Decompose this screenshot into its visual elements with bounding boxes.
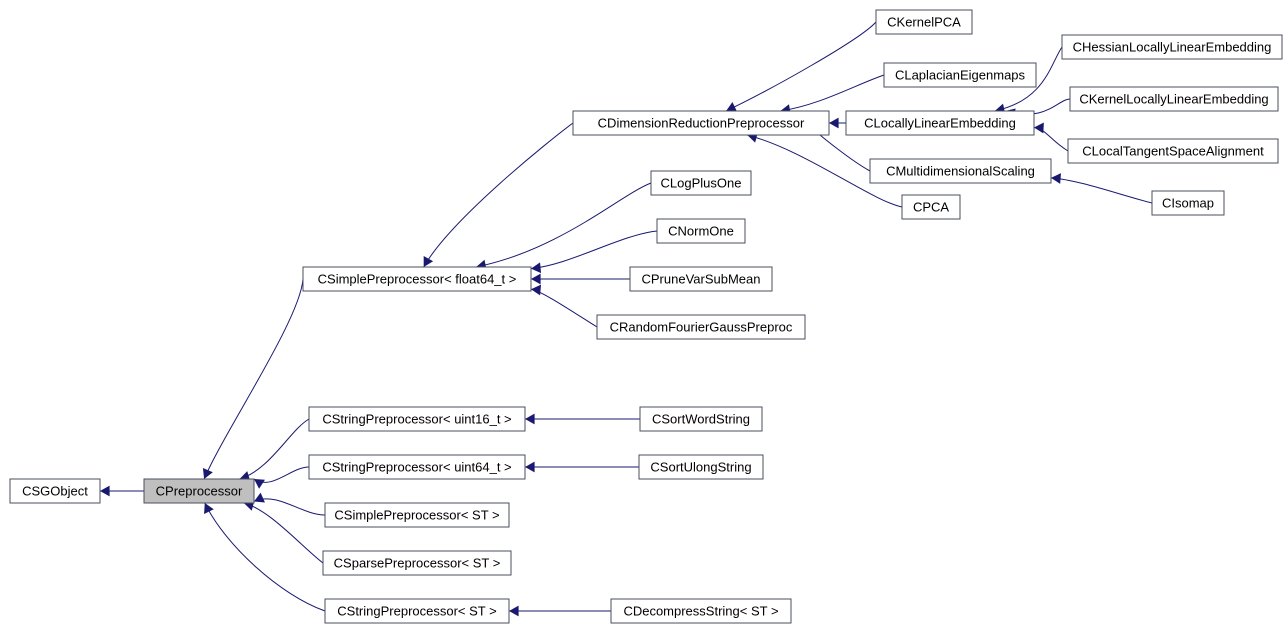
arrowhead: [203, 468, 213, 479]
edge-cmds-to-cdimred: [820, 135, 870, 171]
node-label: CHessianLocallyLinearEmbedding: [1073, 39, 1272, 54]
node-cdimred[interactable]: CDimensionReductionPreprocessor: [573, 111, 829, 135]
arrowhead: [509, 606, 519, 617]
node-cltsa[interactable]: CLocalTangentSpaceAlignment: [1068, 139, 1278, 163]
node-clle[interactable]: CLocallyLinearEmbedding: [846, 111, 1034, 135]
edge-cisomap-to-cmds: [1051, 178, 1152, 203]
node-label: CNormOne: [668, 223, 734, 238]
node-label: CIsomap: [1162, 195, 1214, 210]
node-csparse_st[interactable]: CSparsePreprocessor< ST >: [323, 551, 511, 575]
node-label: CSGObject: [22, 483, 88, 498]
edge-csimple_f64-to-cpreprocessor: [204, 279, 303, 479]
node-cpca[interactable]: CPCA: [902, 195, 960, 219]
node-label: CLogPlusOne: [661, 175, 742, 190]
arrowhead: [525, 414, 535, 425]
edge-cdimred-to-csimple_f64: [424, 123, 573, 267]
node-label: CSimplePreprocessor< ST >: [334, 507, 499, 522]
edge-cnormone-to-csimple_f64: [531, 231, 657, 269]
node-cstring_u64[interactable]: CStringPreprocessor< uint64_t >: [309, 455, 525, 479]
node-label: CPreprocessor: [156, 483, 243, 498]
node-label: CLaplacianEigenmaps: [895, 67, 1026, 82]
node-cdecompress[interactable]: CDecompressString< ST >: [611, 599, 791, 623]
node-label: CDimensionReductionPreprocessor: [598, 115, 805, 130]
node-ckernelpca[interactable]: CKernelPCA: [876, 10, 972, 34]
node-ckernel_lle[interactable]: CKernelLocallyLinearEmbedding: [1070, 87, 1278, 111]
node-csgobject[interactable]: CSGObject: [10, 479, 100, 503]
edge-cstring_u16-to-cpreprocessor: [240, 419, 309, 479]
edge-csimple_st-to-cpreprocessor: [254, 499, 325, 515]
node-cpreprocessor[interactable]: CPreprocessor: [144, 479, 254, 503]
node-crandfourier[interactable]: CRandomFourierGaussPreproc: [597, 315, 805, 339]
arrowhead: [829, 118, 839, 129]
inheritance-diagram: CSGObject CPreprocessor CSimplePreprocesso…: [0, 0, 1288, 627]
node-cstring_u16[interactable]: CStringPreprocessor< uint16_t >: [309, 407, 525, 431]
node-cisomap[interactable]: CIsomap: [1152, 191, 1224, 215]
node-label: CPCA: [913, 199, 949, 214]
arrowhead: [254, 493, 265, 503]
node-label: CSparsePreprocessor< ST >: [334, 555, 501, 570]
node-label: CRandomFourierGaussPreproc: [610, 319, 793, 334]
node-csortword[interactable]: CSortWordString: [640, 407, 762, 431]
arrowhead: [531, 262, 541, 273]
node-cstring_st[interactable]: CStringPreprocessor< ST >: [325, 599, 509, 623]
node-claplacian[interactable]: CLaplacianEigenmaps: [884, 63, 1036, 87]
edge-ckernelpca-to-cdimred: [726, 22, 876, 111]
arrowhead: [525, 462, 535, 473]
arrowhead: [204, 503, 214, 514]
node-label: CLocalTangentSpaceAlignment: [1082, 143, 1264, 158]
node-label: CLocallyLinearEmbedding: [864, 115, 1016, 130]
node-label: CPruneVarSubMean: [642, 271, 761, 286]
node-cprunevar[interactable]: CPruneVarSubMean: [630, 267, 772, 291]
node-clogplusone[interactable]: CLogPlusOne: [651, 171, 751, 195]
node-csortulong[interactable]: CSortUlongString: [639, 455, 763, 479]
arrowhead: [254, 479, 265, 489]
node-label: CSortWordString: [652, 411, 750, 426]
node-chessian[interactable]: CHessianLocallyLinearEmbedding: [1062, 35, 1282, 59]
node-cmds[interactable]: CMultidimensionalScaling: [870, 159, 1051, 183]
node-label: CMultidimensionalScaling: [886, 163, 1035, 178]
edge-cstring_st-to-cpreprocessor: [205, 503, 325, 611]
edge-clogplusone-to-csimple_f64: [476, 183, 651, 267]
node-label: CDecompressString< ST >: [623, 603, 778, 618]
node-csimple_st[interactable]: CSimplePreprocessor< ST >: [325, 503, 509, 527]
arrowhead: [424, 256, 433, 267]
node-label: CKernelLocallyLinearEmbedding: [1079, 91, 1268, 106]
edge-cltsa-to-clle: [1034, 127, 1068, 151]
node-label: CStringPreprocessor< ST >: [337, 603, 496, 618]
node-label: CStringPreprocessor< uint64_t >: [322, 459, 511, 474]
nodes-layer: CSGObject CPreprocessor CSimplePreprocesso…: [10, 10, 1282, 623]
arrowhead: [1051, 173, 1061, 184]
node-label: CStringPreprocessor< uint16_t >: [322, 411, 511, 426]
node-csimple_f64[interactable]: CSimplePreprocessor< float64_t >: [303, 267, 531, 291]
node-cnormone[interactable]: CNormOne: [657, 219, 745, 243]
arrowhead: [1034, 123, 1044, 134]
node-label: CKernelPCA: [887, 14, 961, 29]
node-label: CSortUlongString: [650, 459, 751, 474]
edge-crandfourier-to-csimple_f64: [531, 289, 597, 327]
edge-claplacian-to-cdimred: [780, 75, 884, 111]
node-label: CSimplePreprocessor< float64_t >: [318, 271, 517, 286]
arrowhead: [531, 274, 541, 285]
arrowhead: [531, 285, 541, 296]
arrowhead: [100, 486, 110, 497]
